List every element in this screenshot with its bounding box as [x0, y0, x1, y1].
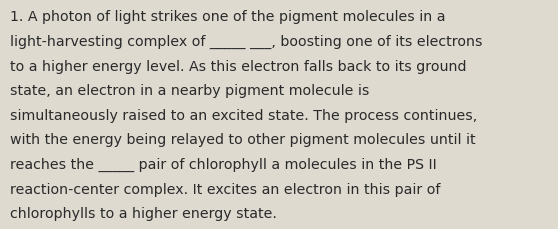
Text: simultaneously raised to an excited state. The process continues,: simultaneously raised to an excited stat…: [10, 108, 477, 122]
Text: to a higher energy level. As this electron falls back to its ground: to a higher energy level. As this electr…: [10, 59, 466, 73]
Text: chlorophylls to a higher energy state.: chlorophylls to a higher energy state.: [10, 206, 277, 220]
Text: state, an electron in a nearby pigment molecule is: state, an electron in a nearby pigment m…: [10, 84, 369, 98]
Text: reaches the _____ pair of chlorophyll a molecules in the PS II: reaches the _____ pair of chlorophyll a …: [10, 157, 437, 171]
Text: reaction-center complex. It excites an electron in this pair of: reaction-center complex. It excites an e…: [10, 182, 440, 196]
Text: 1. A photon of light strikes one of the pigment molecules in a: 1. A photon of light strikes one of the …: [10, 10, 445, 24]
Text: light-harvesting complex of _____ ___, boosting one of its electrons: light-harvesting complex of _____ ___, b…: [10, 35, 483, 49]
Text: with the energy being relayed to other pigment molecules until it: with the energy being relayed to other p…: [10, 133, 475, 147]
